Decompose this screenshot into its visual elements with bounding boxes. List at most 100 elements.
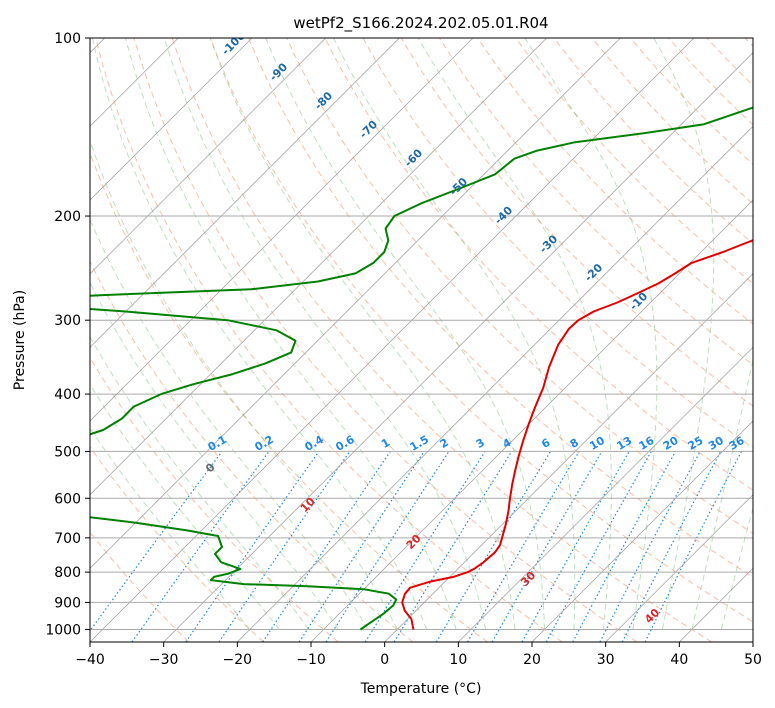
mixing-ratio-label: 36	[727, 434, 747, 453]
moist-adiabat-line	[90, 335, 310, 630]
x-tick-label: 20	[523, 652, 541, 668]
line-labels: 0.1 0.2 0.4 0.6 1 1.5 2 3 4 6 8 10 13 16 20 25 30 36-100-…	[203, 29, 747, 626]
mixing-ratio-line	[90, 451, 223, 632]
x-axis-label: Temperature (°C)	[360, 681, 482, 697]
mixing-ratio-label: 3	[474, 436, 487, 451]
moist-adiabat-line	[90, 427, 251, 630]
mixing-ratio-label: 25	[686, 434, 706, 453]
mixing-ratio-line	[572, 451, 677, 642]
isotherm-line	[90, 38, 474, 422]
dry-adiabat-line	[133, 38, 638, 642]
profile-series	[90, 106, 753, 631]
isotherm-line	[90, 38, 547, 496]
y-tick-label: 300	[54, 313, 81, 329]
mixing-ratio-line	[262, 451, 391, 642]
isotherm-line	[90, 38, 621, 569]
isotherm-label: -50	[447, 175, 470, 198]
y-axis-label: Pressure (hPa)	[12, 290, 28, 390]
isotherm-line	[531, 420, 753, 642]
isotherm-line	[458, 346, 753, 642]
dry-adiabat-label: 10	[298, 495, 318, 515]
mixing-ratio-label: 13	[615, 434, 635, 453]
isotherm-label: -20	[582, 261, 605, 284]
dry-adiabat-line	[668, 38, 753, 126]
x-tick-label: 30	[597, 652, 615, 668]
dry-adiabat-line	[324, 38, 753, 491]
mixing-ratio-label: 6	[539, 436, 552, 451]
dry-adiabat-line	[591, 38, 753, 205]
dry-adiabat-line	[209, 38, 753, 623]
isotherm-label: -40	[492, 204, 515, 227]
dry-adiabat-label: 0	[203, 460, 218, 475]
isotherm-label: -30	[537, 232, 560, 255]
mixing-ratio-line	[393, 451, 513, 642]
mixing-ratio-label: 8	[568, 436, 581, 451]
chart-title: wetPf2_S166.2024.202.05.01.R04	[293, 14, 548, 33]
mixing-ratio-label: 0.1	[206, 433, 229, 454]
mixing-ratio-line	[298, 451, 425, 642]
y-tick-label: 700	[54, 531, 81, 547]
moist-adiabat-line	[91, 38, 428, 630]
moist-adiabat-line	[720, 506, 753, 630]
mixing-ratio-label: 1	[379, 436, 392, 451]
moist-adiabat-line	[209, 38, 516, 630]
x-tick-label: 0	[380, 652, 389, 668]
y-tick-label: 600	[54, 491, 81, 507]
isotherm-line	[90, 38, 253, 201]
y-tick-label: 900	[54, 595, 81, 611]
mixing-ratio-label: 0.2	[253, 433, 276, 454]
mixing-ratio-label: 0.6	[333, 433, 357, 454]
dry-adiabat-line	[286, 38, 753, 535]
dry-adiabat-line	[744, 38, 753, 47]
dry-adiabat-label: 20	[404, 532, 424, 552]
dry-adiabat-line	[477, 38, 753, 325]
moist-adiabat-line	[90, 281, 339, 630]
moist-adiabat-line	[90, 139, 398, 630]
mixing-ratio-label: 0.4	[303, 433, 327, 454]
mixing-ratio-line	[644, 451, 743, 642]
isotherm-label: -10	[627, 290, 650, 313]
skewed-isotherms	[90, 38, 753, 642]
isotherm-line	[90, 38, 400, 348]
dry-adiabat-line	[515, 38, 753, 285]
plot-area: 0.1 0.2 0.4 0.6 1 1.5 2 3 4 6 8 10 13 16 20 25 30 36-100-…	[90, 29, 753, 642]
y-tick-label: 200	[54, 209, 81, 225]
x-tick-label: −40	[75, 652, 105, 668]
isobars	[90, 38, 753, 630]
dry-adiabat-line	[90, 260, 414, 642]
dry-adiabat-line	[90, 445, 264, 642]
y-tick-label: 100	[54, 31, 81, 47]
y-tick-label: 800	[54, 565, 81, 581]
isotherm-line	[752, 641, 753, 642]
dry-adiabat-line	[90, 531, 190, 642]
x-tick-label: 50	[744, 652, 762, 668]
moist-adiabat-line	[90, 218, 369, 630]
isotherm-label: -100	[219, 29, 248, 58]
isotherm-label: -60	[402, 146, 425, 169]
isotherm-label: -70	[357, 118, 380, 141]
temperature-line	[401, 239, 753, 630]
moist-adiabat-line	[524, 38, 658, 630]
moist-adiabat-line	[125, 38, 457, 630]
moist-adiabat-line	[417, 38, 612, 630]
isotherm-line	[310, 199, 753, 642]
moist-adiabat-line	[691, 356, 753, 630]
isotherm-label: -90	[267, 60, 290, 83]
x-tick-label: 10	[449, 652, 467, 668]
mixing-ratio-line	[218, 451, 351, 642]
y-tick-label: 400	[54, 387, 81, 403]
isotherm-label: -80	[312, 89, 335, 112]
isotherm-line	[163, 52, 753, 642]
isotherm-line	[237, 125, 753, 642]
mixing-ratio-label: 2	[438, 436, 451, 451]
isotherm-line	[679, 567, 753, 642]
mixing-ratio-line	[185, 451, 320, 642]
mixing-ratio-line	[325, 451, 450, 642]
dry-adiabat-line	[248, 38, 753, 578]
y-tick-label: 1000	[45, 622, 81, 638]
mixing-ratio-label: 30	[706, 434, 726, 453]
isotherm-line	[605, 494, 753, 642]
mixing-ratio-label: 4	[500, 436, 513, 451]
isotherm-line	[90, 38, 326, 275]
x-axis: −40 −30 −20 −10 0 10 20 30 40 50	[75, 642, 762, 668]
